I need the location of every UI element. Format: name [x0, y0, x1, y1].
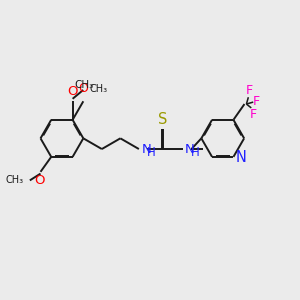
Text: H: H [147, 146, 155, 159]
Text: N: N [141, 142, 151, 155]
Text: N: N [185, 142, 195, 155]
Text: H: H [190, 146, 199, 159]
Text: F: F [249, 108, 256, 121]
Text: CH₃: CH₃ [89, 84, 107, 94]
Text: CH₃: CH₃ [75, 80, 94, 90]
Text: F: F [245, 84, 253, 97]
Text: S: S [158, 112, 167, 127]
Text: N: N [236, 150, 247, 165]
Text: O: O [68, 85, 78, 98]
Text: O: O [78, 82, 88, 95]
Text: CH₃: CH₃ [6, 176, 24, 185]
Text: O: O [34, 174, 45, 187]
Text: F: F [253, 94, 260, 108]
